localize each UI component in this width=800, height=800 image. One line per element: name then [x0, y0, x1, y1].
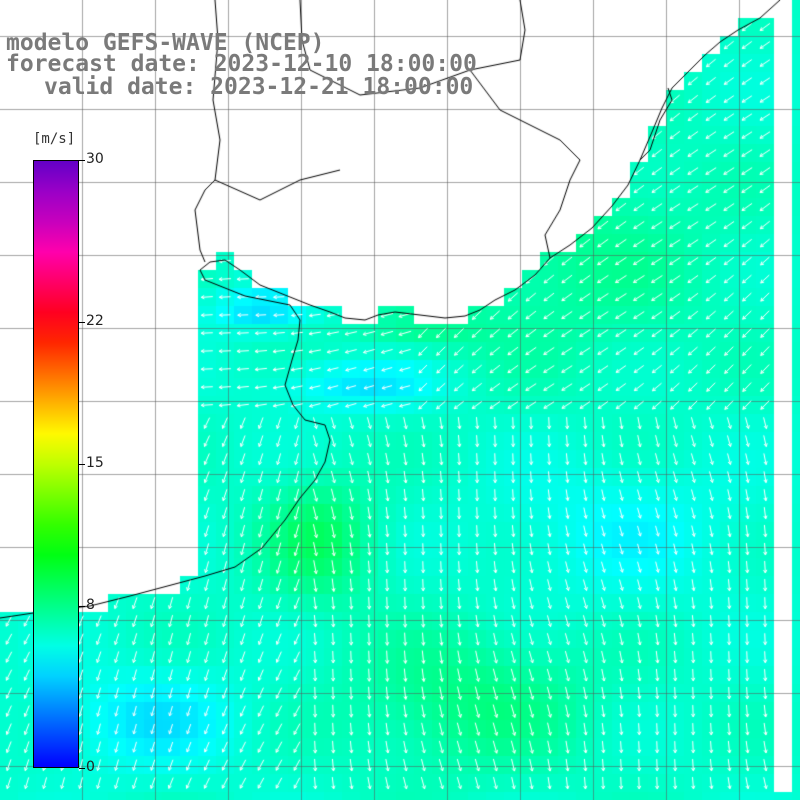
colorbar-tick-mark — [79, 464, 85, 465]
valid-date-label: valid date: 2023-12-21 18:00:00 — [44, 74, 474, 100]
colorbar-tick-mark — [79, 322, 85, 324]
colorbar-tick-label: 8 — [86, 596, 95, 613]
forecast-date-label: forecast date: 2023-12-10 18:00:00 — [6, 51, 477, 77]
colorbar-tick-label: 0 — [86, 759, 95, 775]
model-title: modelo GEFS-WAVE (NCEP) — [6, 30, 325, 56]
colorbar-tick-mark — [79, 768, 85, 769]
colorbar-tick-label: 15 — [86, 455, 104, 471]
colorbar-tick-mark — [79, 605, 85, 607]
colorbar-tick-label: 30 — [86, 151, 104, 167]
colorbar-tick-mark — [79, 160, 85, 161]
colorbar-tick-label: 22 — [86, 313, 104, 330]
colorbar — [33, 160, 79, 768]
colorbar-unit-label: [m/s] — [33, 131, 76, 147]
